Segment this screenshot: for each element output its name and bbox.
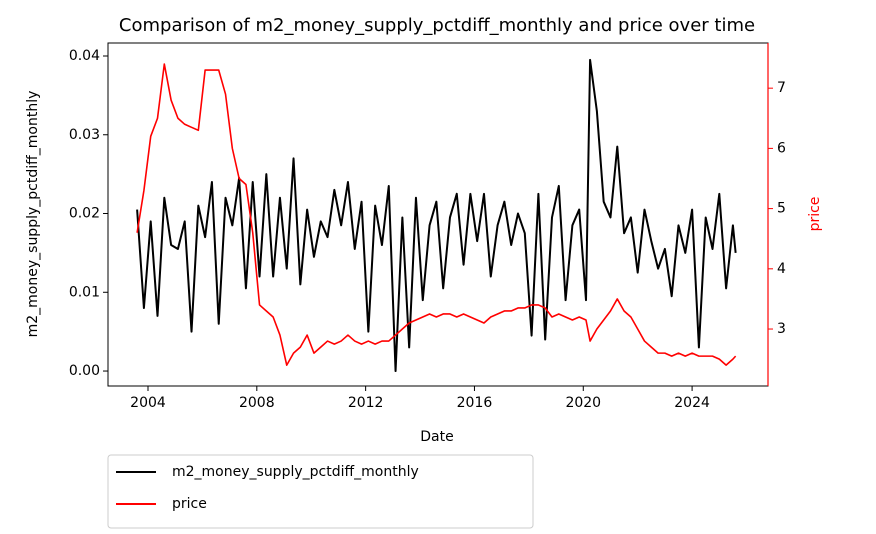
legend-label: m2_money_supply_pctdiff_monthly [172,464,419,480]
x-tick-label: 2020 [565,395,601,411]
y2-tick-label: 6 [777,140,786,156]
series-line [136,63,737,366]
x-axis-label: Date [420,429,453,445]
x-tick-label: 2008 [239,395,275,411]
y-tick-label: 0.04 [69,48,100,64]
y2-tick-label: 4 [777,261,786,277]
x-tick-label: 2024 [674,395,710,411]
x-tick-label: 2012 [348,395,384,411]
y2-tick-label: 3 [777,321,786,337]
legend-label: price [172,496,207,512]
y-tick-label: 0.01 [69,284,100,300]
y2-axis-label: price [807,197,823,232]
y-tick-label: 0.00 [69,363,100,379]
x-tick-label: 2016 [457,395,493,411]
legend-box [107,454,534,529]
chart-title: Comparison of m2_money_supply_pctdiff_mo… [119,15,755,36]
y2-tick-label: 7 [777,80,786,96]
y-axis-label: m2_money_supply_pctdiff_monthly [25,91,41,338]
series-line [136,58,737,373]
x-tick-label: 2004 [130,395,166,411]
y2-tick-label: 5 [777,201,786,217]
y-tick-label: 0.02 [69,206,100,222]
y-tick-label: 0.03 [69,127,100,143]
